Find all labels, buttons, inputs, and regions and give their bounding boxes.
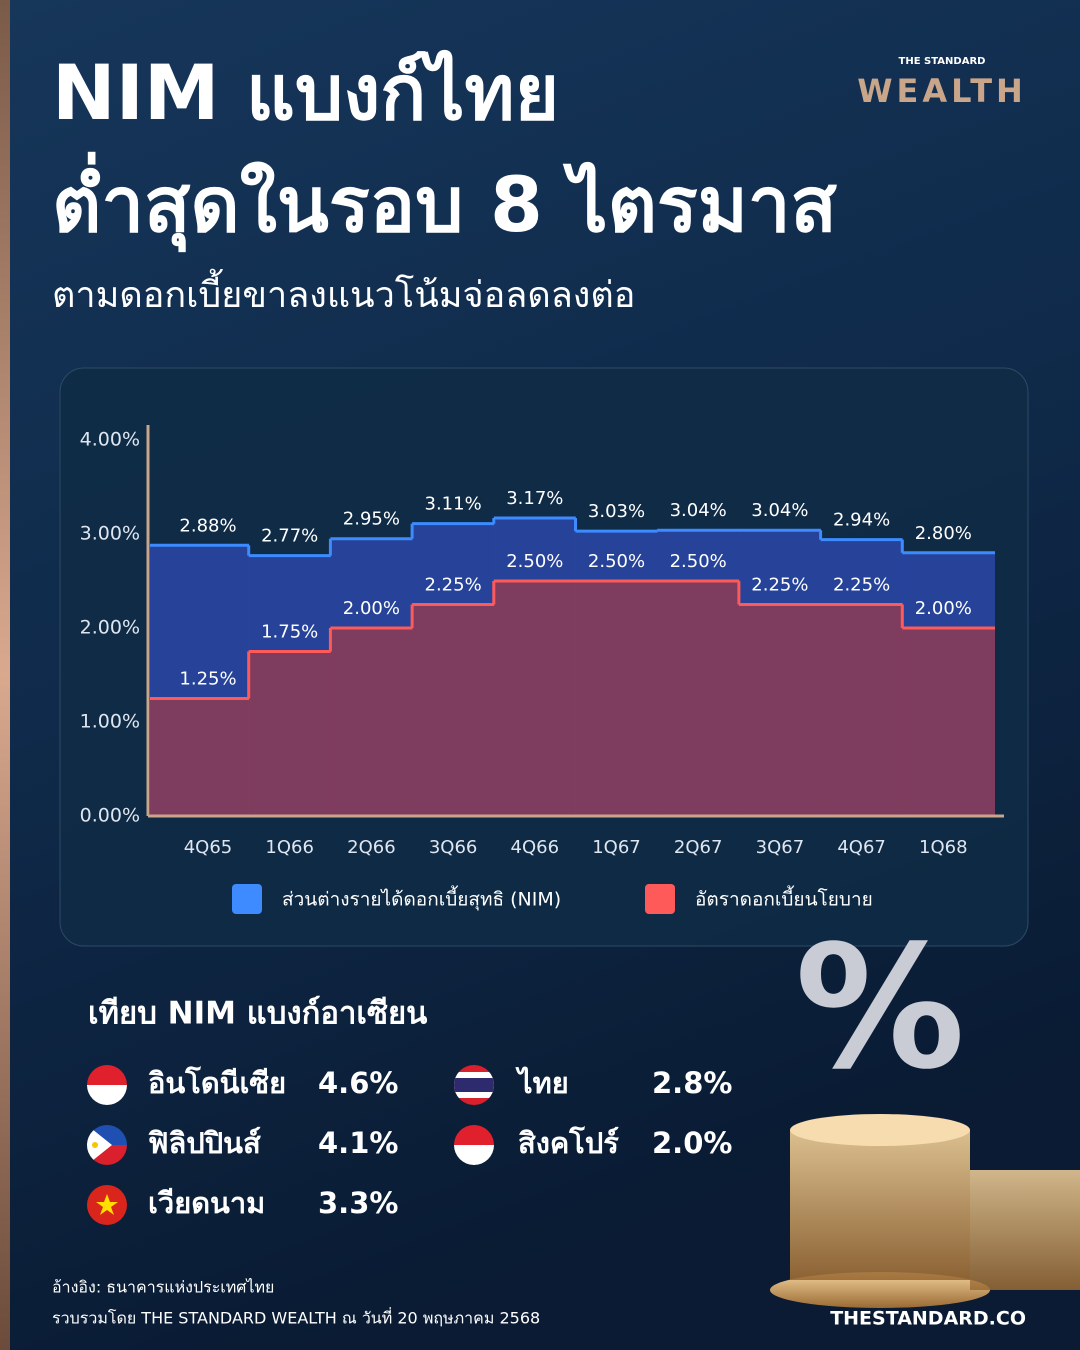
legend-label: ส่วนต่างรายได้ดอกเบี้ยสุทธิ (NIM) [282, 886, 561, 912]
x-tick-label: 1Q68 [919, 837, 968, 858]
x-tick-label: 1Q66 [265, 837, 314, 858]
step-area [248, 651, 331, 816]
value-label: 3.03% [588, 501, 645, 522]
value-label: 2.94% [833, 510, 890, 531]
step-area [738, 604, 821, 816]
x-tick-label: 4Q66 [511, 837, 560, 858]
value-label: 3.11% [425, 494, 482, 515]
y-tick-label: 3.00% [80, 523, 140, 545]
subtitle: ตามดอกเบี้ยขาลงแนวโน้มจ่อลดลงต่อ [52, 268, 635, 316]
country: สิงคโปร์ [518, 1125, 619, 1160]
country-value: 2.0% [652, 1126, 732, 1160]
country-value: 3.3% [318, 1186, 398, 1220]
x-tick-label: 1Q67 [592, 837, 641, 858]
flag-thailand [454, 1065, 494, 1105]
flag-indonesia [87, 1065, 127, 1105]
x-tick-label: 4Q65 [184, 837, 233, 858]
value-label: 2.88% [179, 515, 236, 536]
chart: 0.00% 1.00% 2.00% 3.00% 4.00% 2.88% 2.77% 2.95%… [80, 425, 1004, 914]
step-area [493, 581, 576, 816]
coins-decoration: % [770, 909, 1080, 1308]
country-value: 2.8% [652, 1066, 732, 1100]
step-area [657, 581, 740, 816]
step-area [150, 698, 249, 816]
x-tick-label: 3Q67 [756, 837, 805, 858]
value-label: 3.04% [751, 500, 808, 521]
value-label: 2.95% [343, 509, 400, 530]
value-label: 3.17% [506, 488, 563, 509]
flag-vietnam [87, 1185, 127, 1225]
step-area [330, 628, 413, 816]
value-label: 1.75% [261, 622, 318, 643]
y-tick-label: 2.00% [80, 617, 140, 639]
value-label: 2.50% [506, 551, 563, 572]
x-tick-label: 3Q66 [429, 837, 478, 858]
y-tick-label: 1.00% [80, 711, 140, 733]
value-label: 2.25% [833, 575, 890, 596]
country-value: 4.1% [318, 1126, 398, 1160]
comparison-title: เทียบ NIM แบงก์อาเซียน [88, 996, 427, 1032]
value-label: 2.50% [588, 551, 645, 572]
brand-small: THE STANDARD [899, 56, 986, 67]
edge-strip [0, 0, 10, 1350]
value-label: 2.00% [915, 598, 972, 619]
country: ไทย [515, 1066, 569, 1100]
country: ฟิลิปปินส์ [148, 1126, 261, 1160]
step-area [820, 604, 903, 816]
value-label: 2.25% [751, 575, 808, 596]
step-area [575, 581, 658, 816]
country: เวียดนาม [148, 1186, 265, 1220]
value-label: 2.77% [261, 526, 318, 547]
site: THESTANDARD.CO [830, 1308, 1026, 1330]
country-value: 4.6% [318, 1066, 398, 1100]
x-tick-label: 4Q67 [837, 837, 886, 858]
value-label: 1.25% [179, 669, 236, 690]
y-tick-label: 4.00% [80, 429, 140, 451]
value-label: 2.25% [425, 575, 482, 596]
legend-swatch [232, 884, 262, 914]
legend-label: อัตราดอกเบี้ยนโยบาย [695, 886, 873, 911]
value-label: 2.80% [915, 523, 972, 544]
y-tick-label: 0.00% [80, 805, 140, 827]
value-label: 3.04% [670, 500, 727, 521]
flag-philippines [87, 1125, 127, 1165]
title-line: NIM แบงก์ไทย [52, 48, 559, 137]
step-area [902, 628, 995, 816]
country: อินโดนีเซีย [148, 1065, 286, 1100]
flag-singapore [454, 1125, 494, 1165]
percent-icon: % [795, 909, 965, 1107]
source: อ้างอิง: ธนาคารแห่งประเทศไทย [52, 1278, 274, 1297]
x-tick-label: 2Q66 [347, 837, 396, 858]
legend-swatch [645, 884, 675, 914]
x-tick-label: 2Q67 [674, 837, 723, 858]
step-area [412, 604, 495, 816]
title-line: ต่ำสุดในรอบ 8 ไตรมาส [52, 151, 838, 253]
brand: WEALTH [857, 72, 1027, 110]
compiled: รวบรวมโดย THE STANDARD WEALTH ณ วันที่ 2… [52, 1307, 540, 1328]
value-label: 2.00% [343, 598, 400, 619]
value-label: 2.50% [670, 551, 727, 572]
